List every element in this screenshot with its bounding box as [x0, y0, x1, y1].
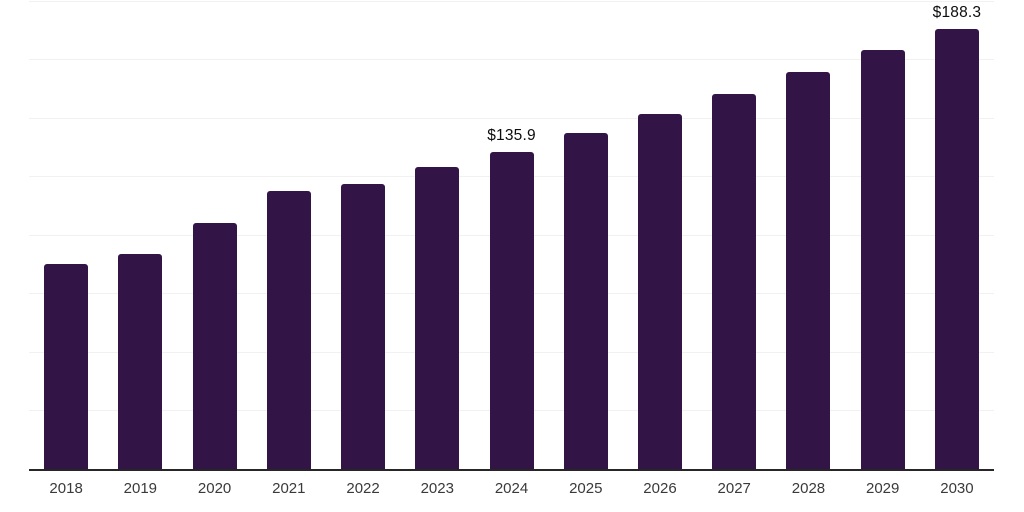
gridline-175: [29, 59, 994, 61]
bar-column-2018: [29, 0, 103, 470]
x-tick-2019: 2019: [123, 480, 158, 497]
x-tick-2026: 2026: [643, 480, 677, 497]
x-tick-2023: 2023: [420, 480, 454, 497]
bar-column-2029: [846, 0, 920, 470]
gridline-150: [29, 117, 994, 119]
bar-column-2022: [326, 0, 400, 470]
x-tick-2027: 2027: [717, 480, 751, 497]
x-tick-2021: 2021: [272, 480, 306, 497]
x-axis-line: [29, 469, 994, 471]
x-axis-labels: 2018 2019 2020 2021 2022 2023 2024 2025 2026 2027…: [29, 480, 994, 497]
x-tick-2025: 2025: [569, 480, 603, 497]
bar-column-2030: $188.3: [920, 0, 994, 470]
bar-2027: [712, 94, 757, 470]
bar-2025: [563, 133, 608, 470]
bar-2018: [44, 264, 89, 470]
bar-2029: [860, 50, 905, 470]
x-tick-2020: 2020: [197, 480, 232, 497]
bar-column-2024: $135.9: [474, 0, 548, 470]
bars-container: $135.9 $188.3: [29, 0, 994, 470]
bar-column-2028: [771, 0, 845, 470]
bar-2019: [118, 253, 163, 470]
bar-data-label-2030: $188.3: [932, 4, 982, 22]
plot-area: $135.9 $188.3: [29, 0, 994, 471]
x-tick-2030: 2030: [940, 480, 974, 497]
bar-column-2027: [697, 0, 771, 470]
x-tick-2018: 2018: [49, 480, 83, 497]
bar-2024: [489, 151, 534, 470]
bar-2023: [415, 167, 460, 470]
bar-column-2021: [252, 0, 326, 470]
x-tick-2028: 2028: [791, 480, 826, 497]
bar-data-label-2024: $135.9: [487, 126, 536, 144]
bar-2021: [266, 191, 311, 470]
x-tick-2024: 2024: [494, 480, 529, 497]
bar-2030: [934, 29, 979, 470]
x-tick-2029: 2029: [866, 480, 900, 497]
bar-2028: [786, 72, 831, 470]
bar-column-2026: [623, 0, 697, 470]
bar-2020: [192, 222, 237, 470]
x-tick-2022: 2022: [346, 480, 380, 497]
gridline-200: [29, 0, 994, 2]
bar-2026: [637, 114, 682, 470]
bar-column-2023: [400, 0, 474, 470]
bar-column-2020: [177, 0, 251, 470]
bar-2022: [341, 183, 386, 470]
bar-column-2025: [549, 0, 623, 470]
bar-column-2019: [103, 0, 177, 470]
